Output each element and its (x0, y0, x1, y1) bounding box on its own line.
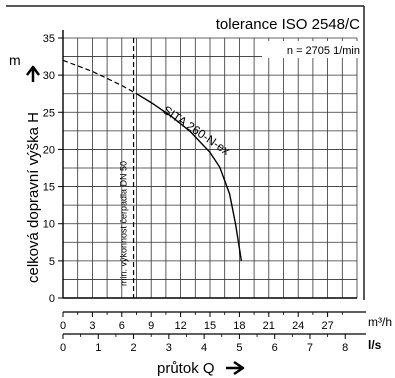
x-tick-label-ls: 6 (272, 342, 278, 354)
x-tick-label-ls: 4 (201, 342, 207, 354)
speed-label: n = 2705 1/min (287, 45, 360, 57)
x-tick-label-ls: 5 (236, 342, 242, 354)
x-tick-labels-ls: 0 1 2 3 4 5 6 7 8 (60, 342, 348, 354)
x-tick-label-ls: 7 (307, 342, 313, 354)
x-tick-label-m3h: 27 (321, 320, 333, 332)
y-axis-label: celková dopravní výška H (25, 112, 42, 283)
x-unit-top: m³/h (368, 315, 392, 329)
x-tick-label-m3h: 9 (148, 320, 154, 332)
x-tick-label-ls: 0 (60, 342, 66, 354)
y-tick-label: 15 (43, 182, 55, 194)
y-axis-arrow-icon (26, 65, 40, 82)
y-tick-label: 10 (43, 219, 55, 231)
x-axis-arrow-icon (226, 360, 245, 376)
x-tick-label-ls: 8 (342, 342, 348, 354)
y-tick-label: 0 (49, 293, 55, 305)
curve-sita-260-n-ex (136, 93, 243, 262)
x-tick-label-m3h: 12 (174, 320, 186, 332)
x-tick-label-m3h: 24 (292, 320, 304, 332)
curve-extrapolated (62, 59, 137, 95)
y-tick-label: 20 (43, 144, 55, 156)
y-tick-label: 5 (49, 256, 55, 268)
y-tick-label: 30 (43, 70, 55, 82)
x-tick-label-m3h: 0 (60, 320, 66, 332)
x-tick-label-m3h: 15 (204, 320, 216, 332)
x-tick-label-ls: 3 (166, 342, 172, 354)
x-tick-label-m3h: 18 (233, 320, 245, 332)
y-tick-label: 25 (43, 107, 55, 119)
y-unit-label: m (9, 52, 21, 68)
axes (58, 30, 366, 339)
speed-box (262, 41, 363, 58)
x-tick-label-m3h: 3 (89, 320, 95, 332)
chart-title: tolerance ISO 2548/C (216, 16, 360, 33)
x-axis-label: průtok Q (157, 360, 215, 377)
x-tick-label-ls: 1 (95, 342, 101, 354)
plot-grid (63, 37, 358, 298)
x-tick-labels-m3h: 0 3 6 9 12 15 18 21 24 27 (60, 320, 334, 332)
x-unit-bottom: l/s (368, 338, 382, 352)
y-tick-label: 35 (43, 33, 55, 45)
x-tick-label-m3h: 6 (119, 320, 125, 332)
min-capacity-label: min. výkonnost čerpadla DN 50 (119, 161, 129, 286)
y-tick-labels: 0 5 10 15 20 25 30 35 (43, 33, 55, 305)
x-tick-label-ls: 2 (130, 342, 136, 354)
x-tick-label-m3h: 21 (263, 320, 275, 332)
